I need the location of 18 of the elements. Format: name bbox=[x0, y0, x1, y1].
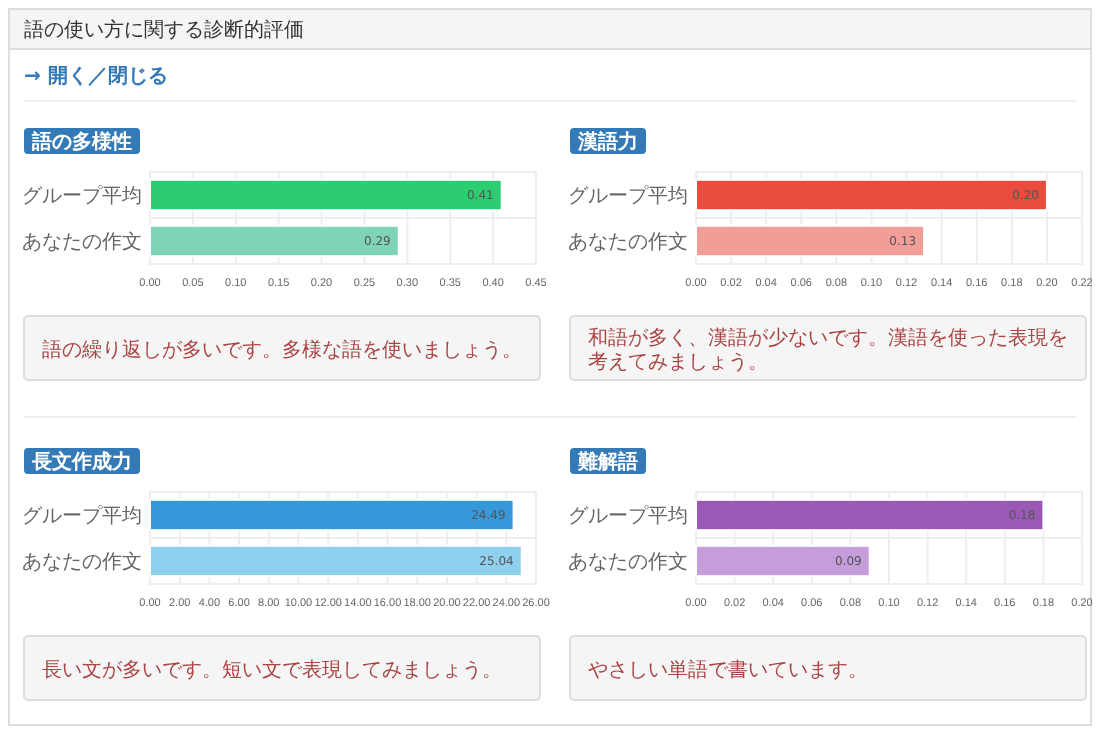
y-tick-label: あなたの作文 bbox=[568, 550, 688, 574]
y-tick-label: グループ平均 bbox=[22, 504, 142, 528]
y-tick-label: グループ平均 bbox=[568, 504, 688, 528]
text: 和語が多く、漢語が少ないです。漢語を使った表現を考えてみましょう。 bbox=[588, 326, 1068, 374]
text: 語の使い方に関する診断的評価 bbox=[24, 18, 304, 42]
chart-title: 語の多様性 bbox=[30, 130, 132, 154]
y-tick-label: あなたの作文 bbox=[22, 230, 142, 254]
chart-title: 難解語 bbox=[576, 450, 638, 474]
y-tick-label: グループ平均 bbox=[22, 184, 142, 208]
y-tick-label: あなたの作文 bbox=[568, 230, 688, 254]
text: → 開く／閉じる bbox=[24, 64, 168, 88]
y-tick-label: あなたの作文 bbox=[22, 550, 142, 574]
text: 語の繰り返しが多いです。多様な語を使いましょう。 bbox=[42, 338, 522, 362]
y-tick-label: グループ平均 bbox=[568, 184, 688, 208]
chart-title: 漢語力 bbox=[576, 130, 638, 154]
text: やさしい単語で書いています。 bbox=[588, 658, 868, 682]
text: 長い文が多いです。短い文で表現してみましょう。 bbox=[42, 658, 502, 682]
chart-title: 長文作成力 bbox=[30, 450, 132, 474]
